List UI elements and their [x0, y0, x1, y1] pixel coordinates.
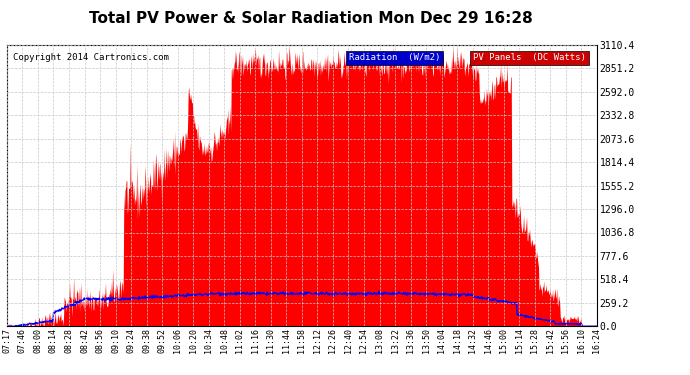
Text: Copyright 2014 Cartronics.com: Copyright 2014 Cartronics.com [13, 54, 168, 62]
Text: PV Panels  (DC Watts): PV Panels (DC Watts) [473, 54, 586, 62]
Text: Total PV Power & Solar Radiation Mon Dec 29 16:28: Total PV Power & Solar Radiation Mon Dec… [88, 11, 533, 26]
Text: Radiation  (W/m2): Radiation (W/m2) [349, 54, 440, 62]
